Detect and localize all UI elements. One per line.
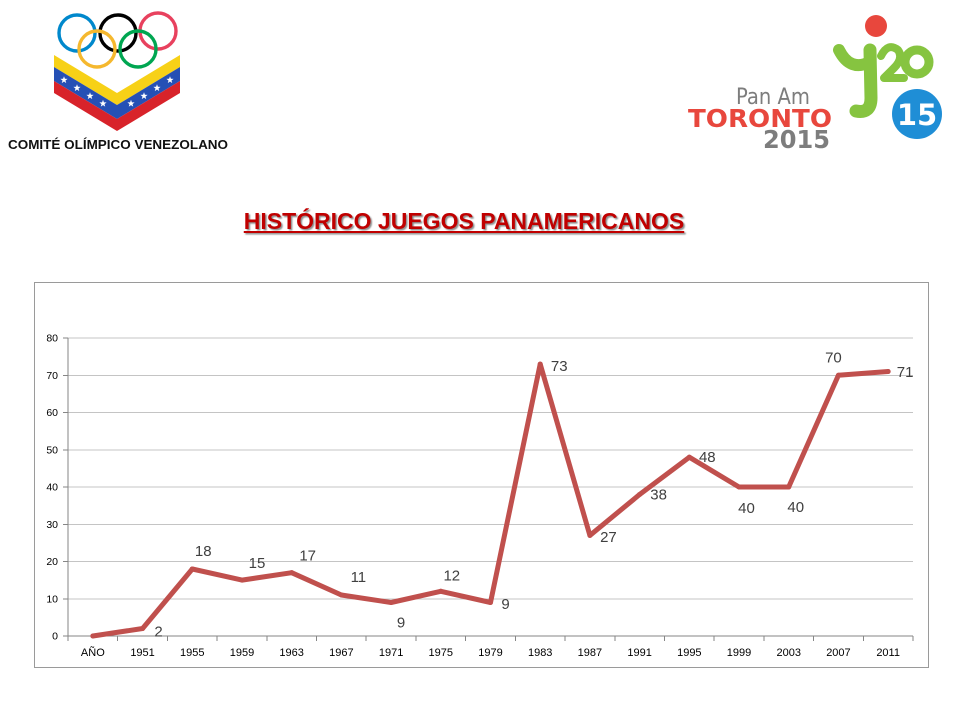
ring-green (118, 29, 158, 69)
event-logo-year: 2015 (763, 125, 830, 154)
data-point (786, 484, 792, 490)
data-label: 38 (650, 486, 667, 503)
y-tick-label: 10 (46, 593, 58, 605)
mark-blue-badge (892, 89, 942, 139)
slide-title: HISTÓRICO JUEGOS PANAMERICANOS (243, 208, 685, 234)
pan-am-mark-icon: 15 (833, 15, 942, 139)
data-point (90, 633, 96, 639)
y-tick-label: 0 (52, 631, 58, 643)
data-label: 71 (897, 364, 914, 381)
event-logo-pan-am: Pan Am (736, 85, 810, 110)
x-tick-label: 1959 (230, 647, 254, 659)
x-tick-label: 1991 (627, 647, 651, 659)
x-tick-label: 1999 (727, 647, 751, 659)
data-point (885, 369, 891, 375)
data-point (587, 532, 593, 538)
chevron-yellow-band (54, 55, 180, 105)
x-tick-label: 2007 (826, 647, 850, 659)
x-tick-label: 1987 (578, 647, 602, 659)
x-tick-label: 1967 (329, 647, 353, 659)
pan-am-toronto-2015-logo: 15 Pan Am TORONTO 2015 (688, 15, 942, 154)
data-point (835, 372, 841, 378)
data-point (239, 577, 245, 583)
chevron-red-band (54, 81, 180, 131)
mark-green-zero (900, 45, 934, 79)
y-tick-labels: 0 10 20 30 40 50 60 70 80 (46, 333, 58, 643)
x-tick-label: 2003 (776, 647, 800, 659)
data-point (637, 491, 643, 497)
data-label: 2 (154, 624, 162, 641)
data-label: 11 (351, 569, 367, 586)
y-tick-label: 70 (46, 370, 58, 382)
data-point (140, 626, 146, 632)
y-tick-label: 60 (46, 407, 58, 419)
y-tick-label: 40 (46, 482, 58, 494)
data-label: 12 (443, 567, 460, 584)
x-tick-labels: AÑO 1951 1955 1959 1963 1967 1971 1975 1979 1983 1… (81, 646, 900, 659)
data-label: 40 (787, 499, 804, 516)
data-label: 9 (501, 596, 509, 613)
mark-green-two (877, 43, 908, 82)
chart-frame (34, 282, 929, 668)
x-tick-label: 1975 (429, 647, 453, 659)
y-tick-label: 20 (46, 556, 58, 568)
mark-red-dot (865, 15, 887, 37)
x-tick-label: 1979 (478, 647, 502, 659)
ring-yellow (77, 29, 117, 69)
data-point (189, 566, 195, 572)
data-label: 17 (299, 548, 316, 565)
axes (63, 337, 914, 641)
comite-olimpico-venezolano-logo: COMITÉ OLÍMPICO VENEZOLANO (8, 11, 228, 152)
y-tick-label: 50 (46, 444, 58, 456)
y-tick-label: 30 (46, 519, 58, 531)
data-label: 48 (699, 449, 716, 466)
ring-blue (57, 13, 97, 53)
data-label: 27 (600, 529, 617, 546)
data-point (488, 599, 493, 605)
series (90, 361, 891, 639)
data-point (289, 570, 295, 576)
line-chart: 0 10 20 30 40 50 60 70 80 AÑO 1951 1955 1959 1963 1967… (34, 282, 929, 668)
data-label: 18 (195, 543, 212, 560)
data-point (686, 454, 692, 460)
event-logo-toronto: TORONTO (688, 104, 832, 133)
data-point (388, 599, 394, 605)
data-point (736, 484, 742, 490)
mark-green-stem (849, 43, 878, 118)
x-tick-label: 1951 (130, 647, 154, 659)
flag-chevron-icon (54, 55, 180, 131)
x-tick-label: 1995 (677, 647, 701, 659)
mark-green-figure (833, 43, 934, 118)
data-point (537, 361, 543, 367)
data-label: 9 (397, 614, 405, 631)
org-name: COMITÉ OLÍMPICO VENEZOLANO (8, 137, 228, 152)
data-labels: 2 18 15 17 11 9 12 9 73 27 38 48 40 40 70 71 (154, 349, 913, 640)
y-tick-label: 80 (46, 333, 58, 345)
x-tick-label: 1955 (180, 647, 204, 659)
ring-black (98, 13, 138, 53)
data-label: 15 (249, 555, 266, 572)
data-point (438, 588, 444, 594)
mark-blue-badge-text: 15 (897, 98, 937, 132)
data-label: 73 (551, 358, 568, 375)
x-tick-label: 1971 (379, 647, 403, 659)
olympic-rings-icon (57, 11, 178, 69)
data-label: 70 (825, 349, 842, 366)
x-tick-label: 1983 (528, 647, 552, 659)
data-point (338, 592, 344, 598)
x-tick-label: 1963 (279, 647, 303, 659)
x-tick-label: 2011 (876, 647, 900, 659)
x-tick-label: AÑO (81, 646, 105, 659)
chevron-blue-band (54, 67, 180, 119)
data-label: 40 (738, 500, 755, 517)
